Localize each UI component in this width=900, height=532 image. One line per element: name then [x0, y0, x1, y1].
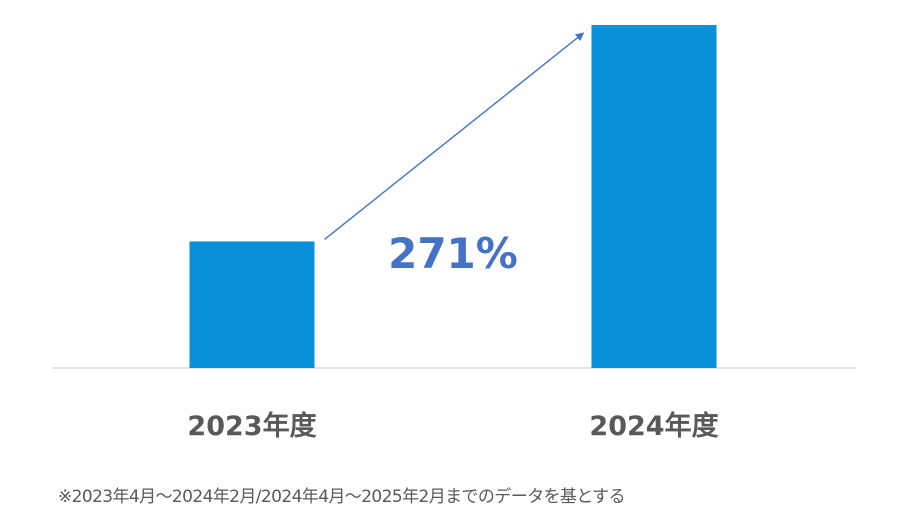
- category-label-2: 2024年度: [589, 410, 718, 442]
- bar-2: [591, 25, 717, 368]
- bar-1: [189, 241, 315, 368]
- growth-percentage-label: 271%: [388, 229, 518, 278]
- footnote: ※2023年4月～2024年2月/2024年4月～2025年2月までのデータを基…: [58, 487, 626, 507]
- growth-arrow: [324, 32, 585, 240]
- bars-group: [189, 25, 717, 368]
- category-label-1: 2023年度: [187, 410, 316, 442]
- category-labels: 2023年度 2024年度: [187, 410, 718, 442]
